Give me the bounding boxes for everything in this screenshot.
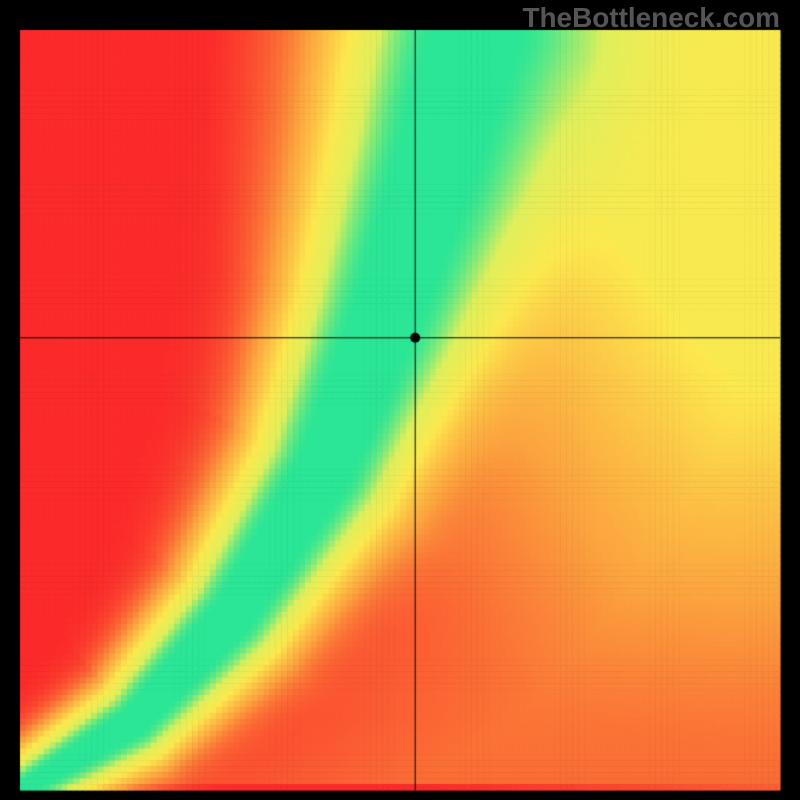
chart-container: TheBottleneck.com bbox=[0, 0, 800, 800]
bottleneck-heatmap bbox=[0, 0, 800, 800]
watermark-text: TheBottleneck.com bbox=[522, 2, 780, 34]
